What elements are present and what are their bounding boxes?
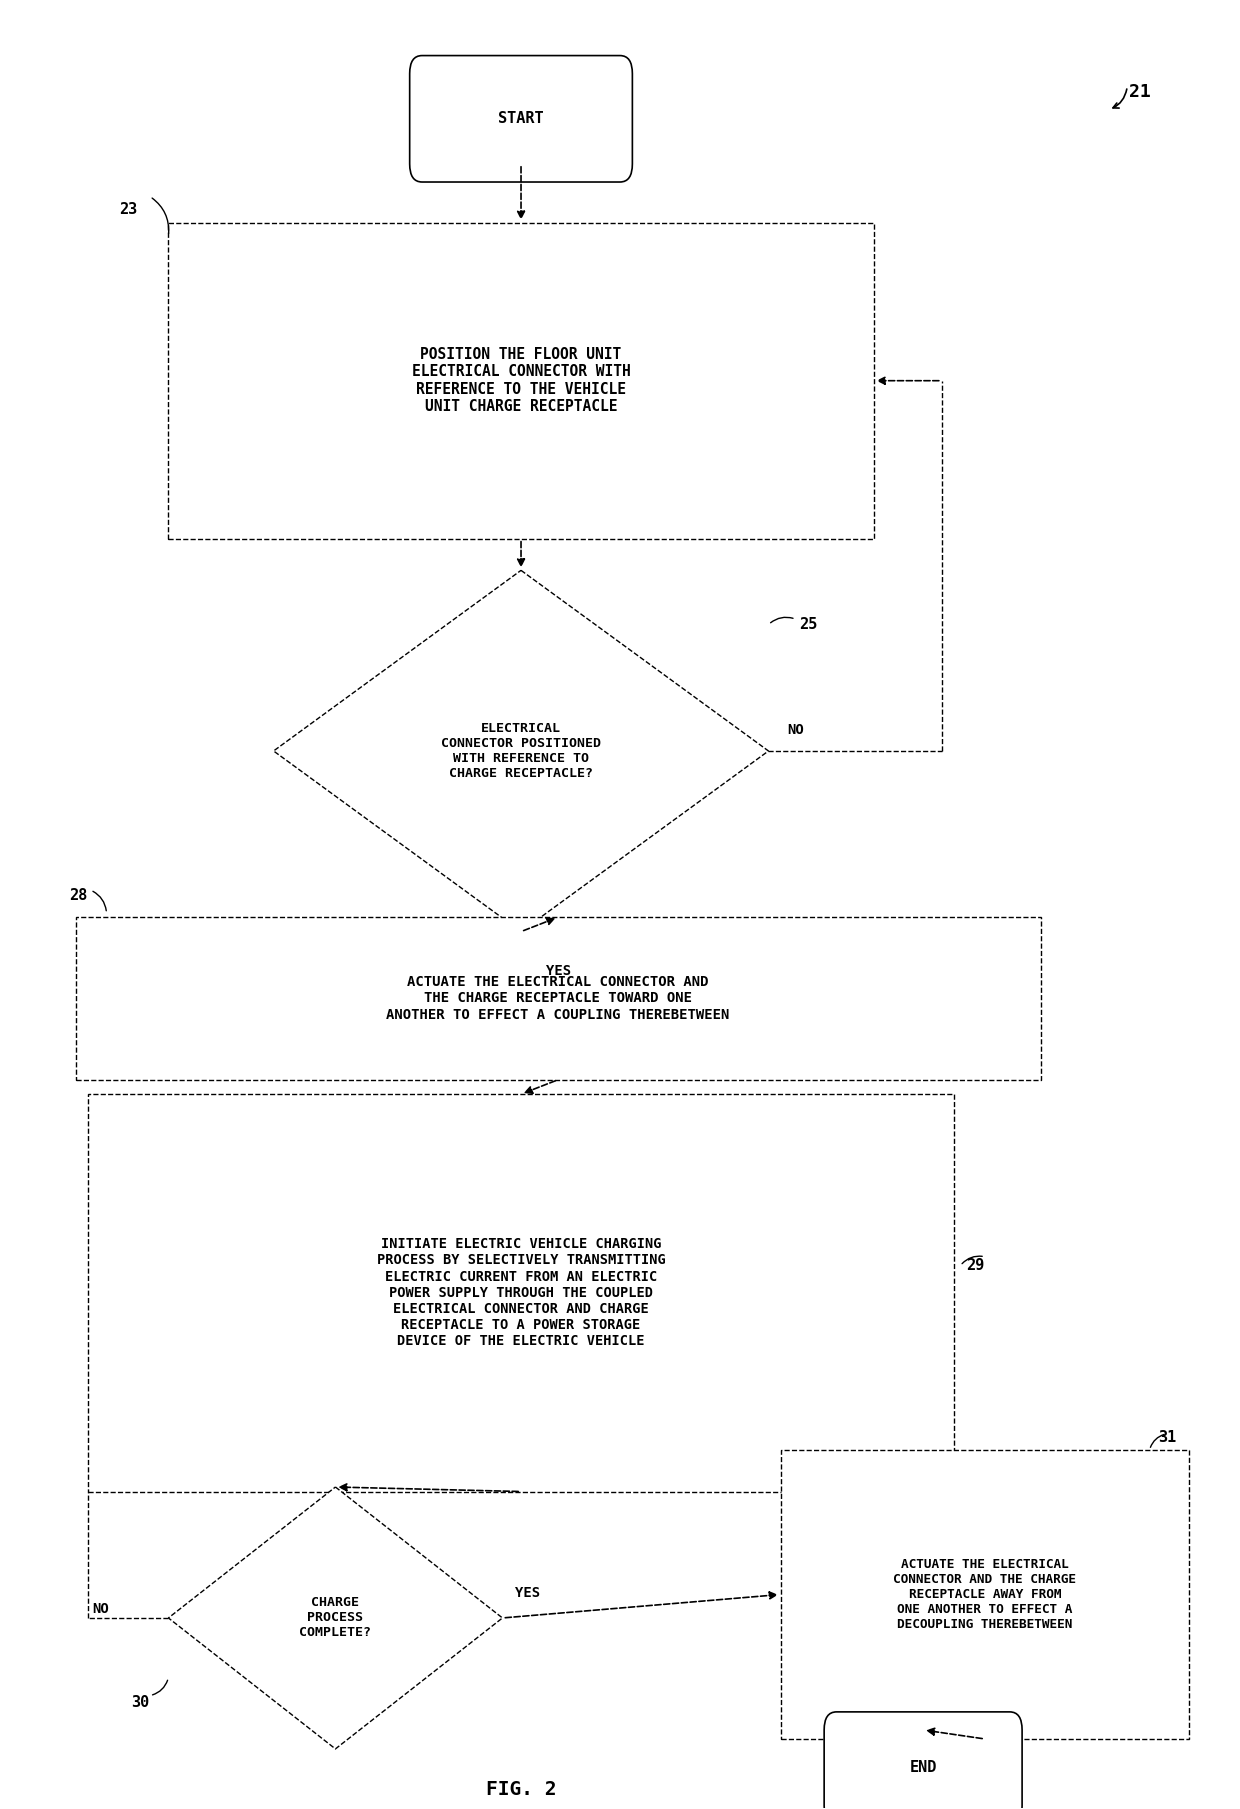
- Text: ACTUATE THE ELECTRICAL
CONNECTOR AND THE CHARGE
RECEPTACLE AWAY FROM
ONE ANOTHER: ACTUATE THE ELECTRICAL CONNECTOR AND THE…: [894, 1558, 1076, 1632]
- Text: START: START: [498, 112, 544, 127]
- Text: 30: 30: [131, 1695, 150, 1710]
- Polygon shape: [274, 570, 769, 932]
- Text: CHARGE
PROCESS
COMPLETE?: CHARGE PROCESS COMPLETE?: [299, 1597, 372, 1639]
- Text: YES: YES: [546, 964, 570, 979]
- Text: 28: 28: [69, 888, 88, 903]
- Text: 21: 21: [1128, 83, 1151, 101]
- Text: 31: 31: [1158, 1429, 1177, 1445]
- Text: 23: 23: [119, 201, 138, 217]
- FancyBboxPatch shape: [409, 56, 632, 183]
- Text: 29: 29: [966, 1259, 985, 1274]
- FancyBboxPatch shape: [825, 1711, 1022, 1809]
- Bar: [781, 1451, 1189, 1738]
- Bar: [88, 1094, 954, 1492]
- Text: END: END: [909, 1760, 936, 1775]
- Text: YES: YES: [515, 1586, 539, 1599]
- Text: ELECTRICAL
CONNECTOR POSITIONED
WITH REFERENCE TO
CHARGE RECEPTACLE?: ELECTRICAL CONNECTOR POSITIONED WITH REF…: [441, 722, 601, 780]
- Text: 25: 25: [800, 617, 817, 631]
- Text: NO: NO: [92, 1603, 109, 1615]
- Text: FIG. 2: FIG. 2: [486, 1780, 557, 1798]
- Bar: [76, 917, 1040, 1080]
- Text: NO: NO: [787, 722, 804, 736]
- Text: ACTUATE THE ELECTRICAL CONNECTOR AND
THE CHARGE RECEPTACLE TOWARD ONE
ANOTHER TO: ACTUATE THE ELECTRICAL CONNECTOR AND THE…: [387, 975, 730, 1022]
- Text: INITIATE ELECTRIC VEHICLE CHARGING
PROCESS BY SELECTIVELY TRANSMITTING
ELECTRIC : INITIATE ELECTRIC VEHICLE CHARGING PROCE…: [377, 1237, 666, 1348]
- Text: POSITION THE FLOOR UNIT
ELECTRICAL CONNECTOR WITH
REFERENCE TO THE VEHICLE
UNIT : POSITION THE FLOOR UNIT ELECTRICAL CONNE…: [412, 347, 630, 414]
- Polygon shape: [169, 1487, 502, 1749]
- Bar: [169, 223, 874, 539]
